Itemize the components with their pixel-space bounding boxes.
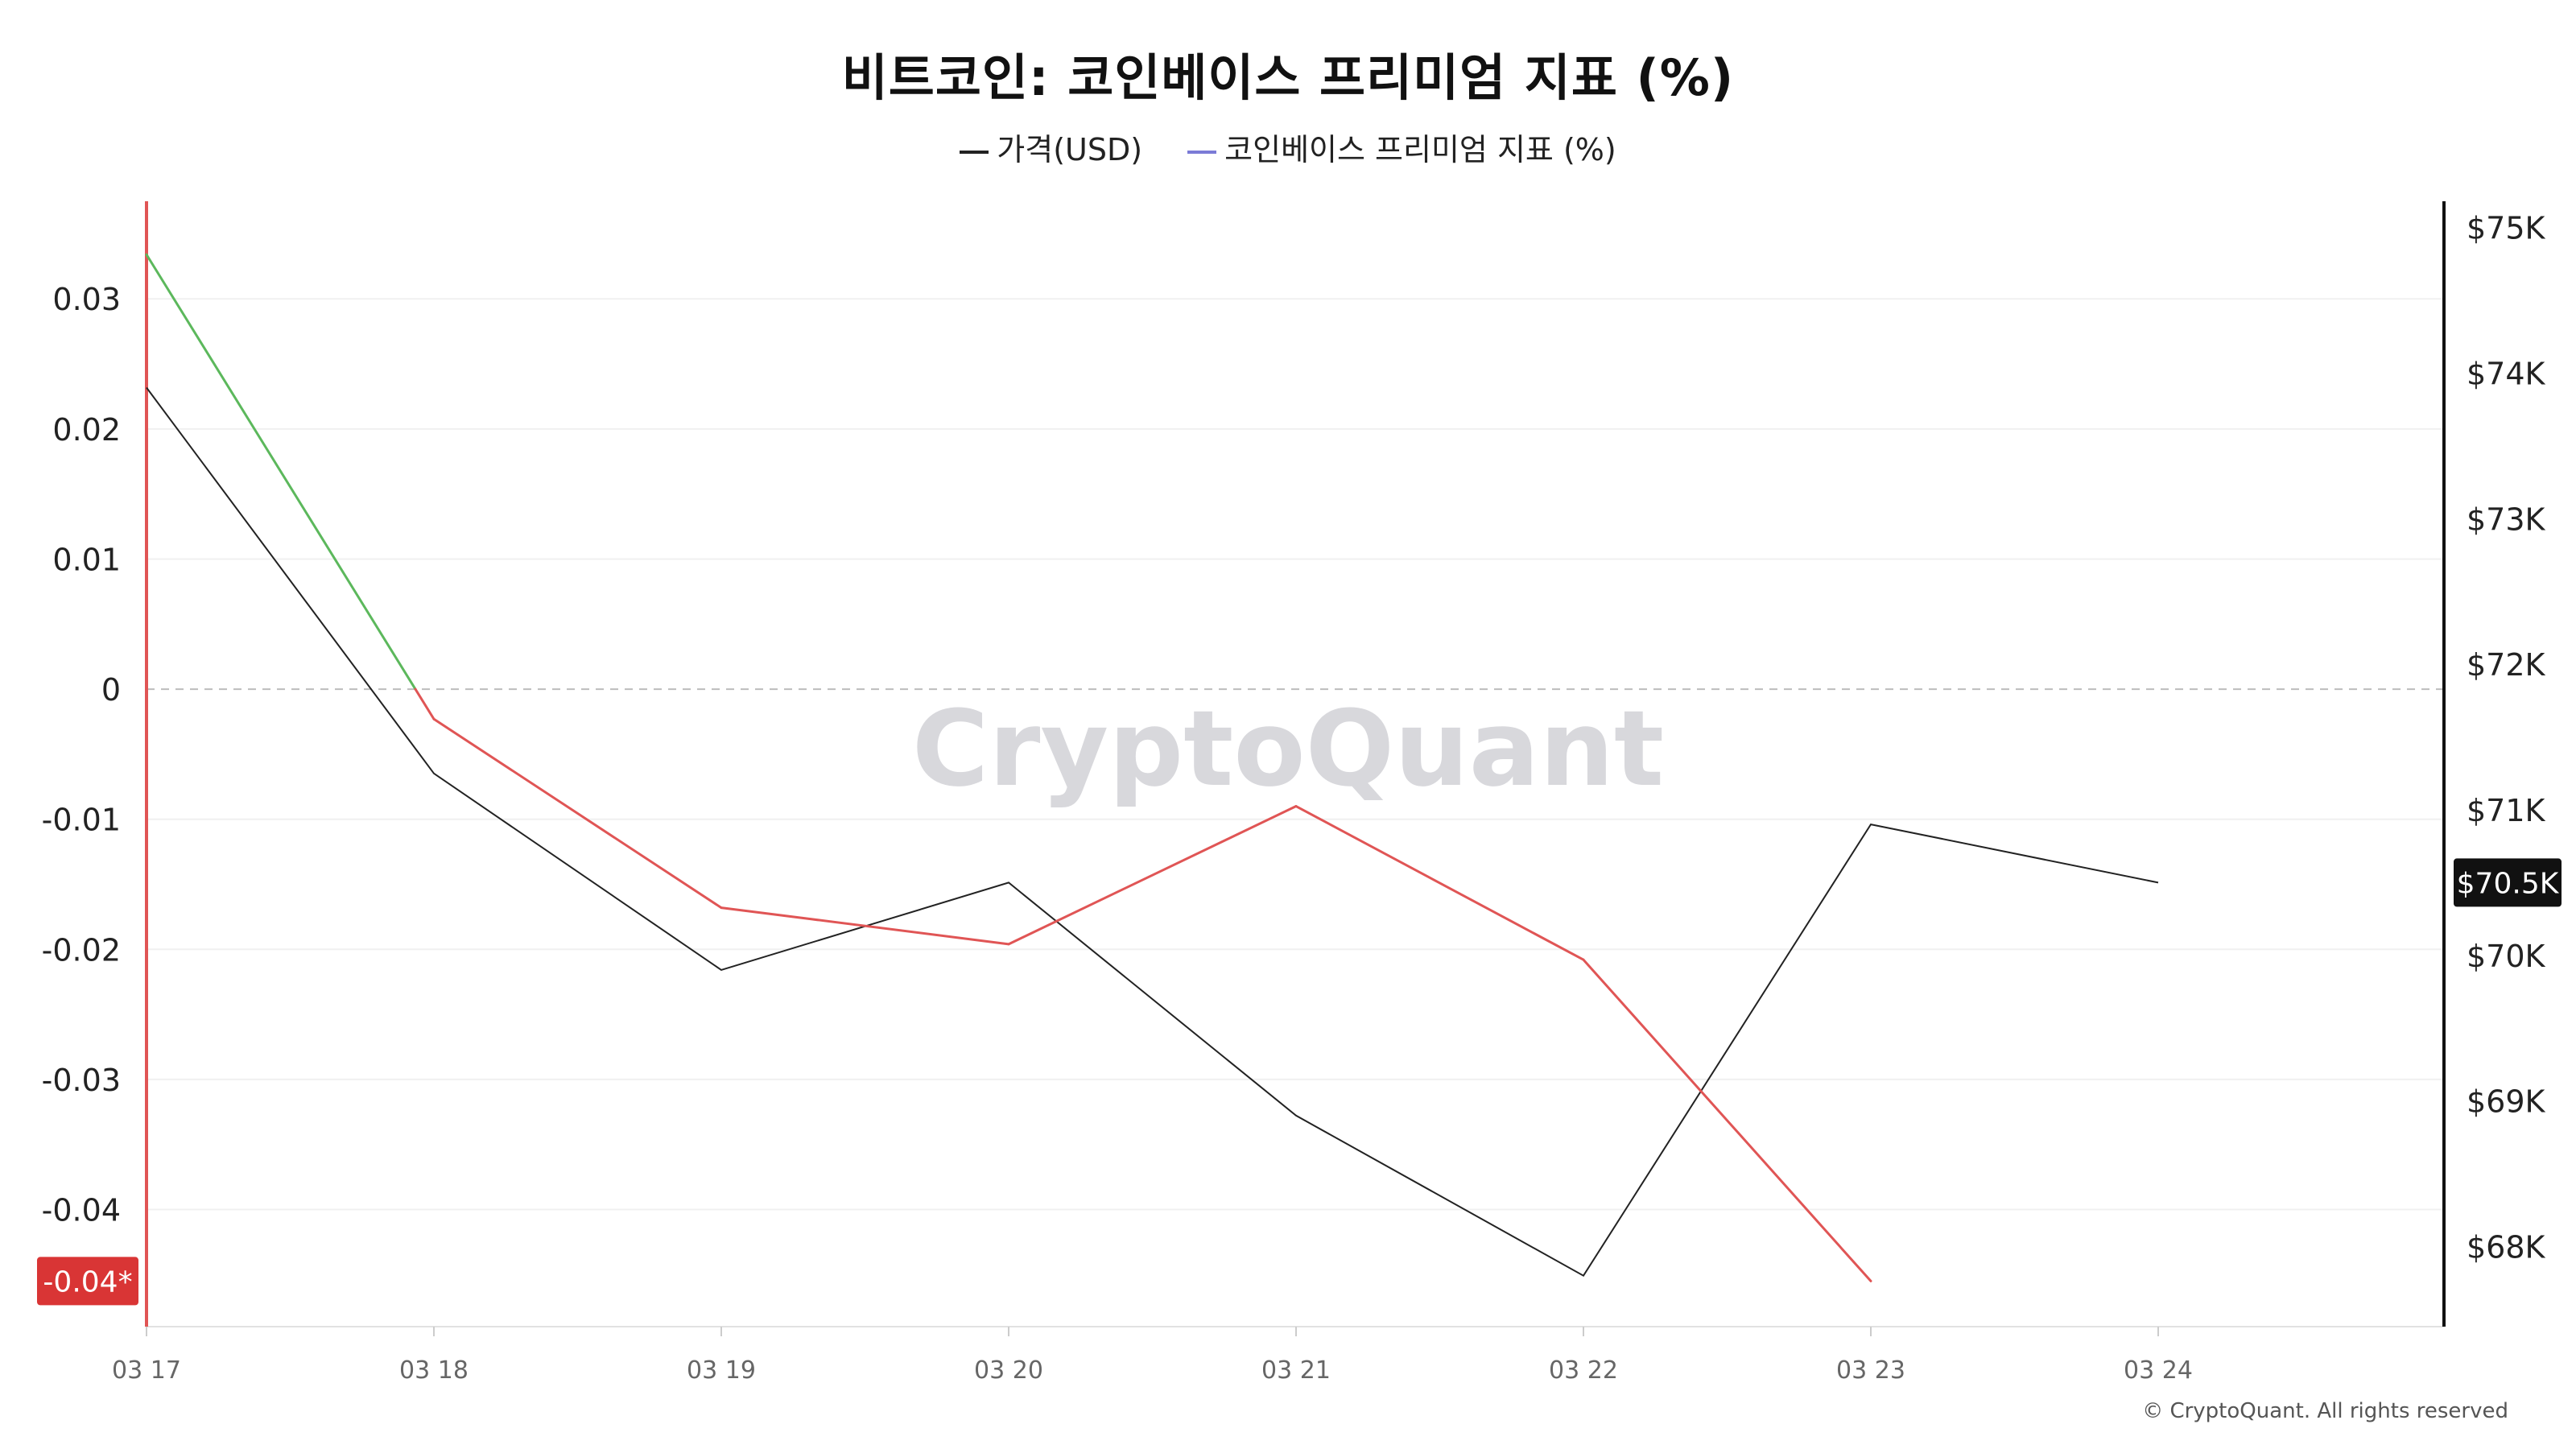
y-left-tick-label: 0.03 xyxy=(52,282,121,317)
price-value-badge-bg xyxy=(2454,858,2562,907)
watermark-text: CryptoQuant xyxy=(912,687,1664,810)
y-left-tick-label: -0.02 xyxy=(42,932,121,968)
legend-item-premium[interactable]: 코인베이스 프리미엄 지표 (%) xyxy=(1187,125,1616,169)
premium-series-segment xyxy=(1294,805,1585,961)
legend: 가격(USD) 코인베이스 프리미엄 지표 (%) xyxy=(0,125,2576,169)
y-right-tick-label: $72K xyxy=(2467,647,2546,683)
legend-label-price: 가격(USD) xyxy=(997,132,1143,167)
y-right-tick-label: $75K xyxy=(2467,211,2546,246)
premium-series-segment xyxy=(720,906,1010,946)
legend-label-premium: 코인베이스 프리미엄 지표 (%) xyxy=(1224,132,1616,167)
y-left-tick-label: -0.03 xyxy=(42,1063,121,1098)
premium-series-segment xyxy=(145,253,417,691)
y-right-tick-label: $74K xyxy=(2467,356,2546,391)
y-left-tick-label: 0.02 xyxy=(52,412,121,448)
x-tick-label: 03 24 xyxy=(2124,1356,2193,1385)
y-right-tick-label: $69K xyxy=(2467,1084,2546,1120)
x-tick-label: 03 20 xyxy=(974,1356,1043,1385)
price-series-line xyxy=(146,386,2159,1278)
grid-lines xyxy=(147,298,2444,1211)
series-lines xyxy=(145,253,2159,1282)
legend-item-price[interactable]: 가격(USD) xyxy=(960,125,1142,169)
y-right-tick-label: $68K xyxy=(2467,1230,2546,1265)
value-badges: -0.04* $70.5K xyxy=(37,858,2562,1306)
y-right-tick-label: $71K xyxy=(2467,793,2546,828)
y-left-tick-label: -0.04 xyxy=(42,1193,121,1228)
chart-title: 비트코인: 코인베이스 프리미엄 지표 (%) xyxy=(841,48,1735,107)
price-value-badge-text: $70.5K xyxy=(2457,867,2560,900)
tick-labels: 0.03 0.02 0.01 0 -0.01 -0.02 -0.03 -0.04 $75K $74… xyxy=(42,211,2546,1385)
x-tick-label: 03 21 xyxy=(1261,1356,1331,1385)
legend-swatch-premium xyxy=(1187,150,1217,154)
premium-value-badge-text: -0.04* xyxy=(43,1265,132,1298)
x-tick-label: 03 18 xyxy=(399,1356,469,1385)
x-tick-label: 03 22 xyxy=(1549,1356,1618,1385)
y-left-tick-label: -0.01 xyxy=(42,803,121,838)
x-tick-label: 03 23 xyxy=(1836,1356,1905,1385)
premium-series-segment xyxy=(1582,958,1872,1282)
premium-value-badge-bg xyxy=(37,1257,138,1306)
premium-series-segment xyxy=(432,717,723,910)
y-right-tick-label: $73K xyxy=(2467,502,2546,537)
premium-series-segment xyxy=(1007,805,1298,946)
legend-swatch-price xyxy=(960,150,989,154)
y-left-tick-label: 0.01 xyxy=(52,542,121,577)
y-left-tick-label: 0 xyxy=(101,672,121,708)
premium-series-segment xyxy=(414,687,436,720)
y-right-tick-label: $70K xyxy=(2467,939,2546,974)
x-tick-label: 03 17 xyxy=(112,1356,181,1385)
x-tick-label: 03 19 xyxy=(687,1356,756,1385)
copyright-text: © CryptoQuant. All rights reserved xyxy=(2142,1399,2508,1423)
